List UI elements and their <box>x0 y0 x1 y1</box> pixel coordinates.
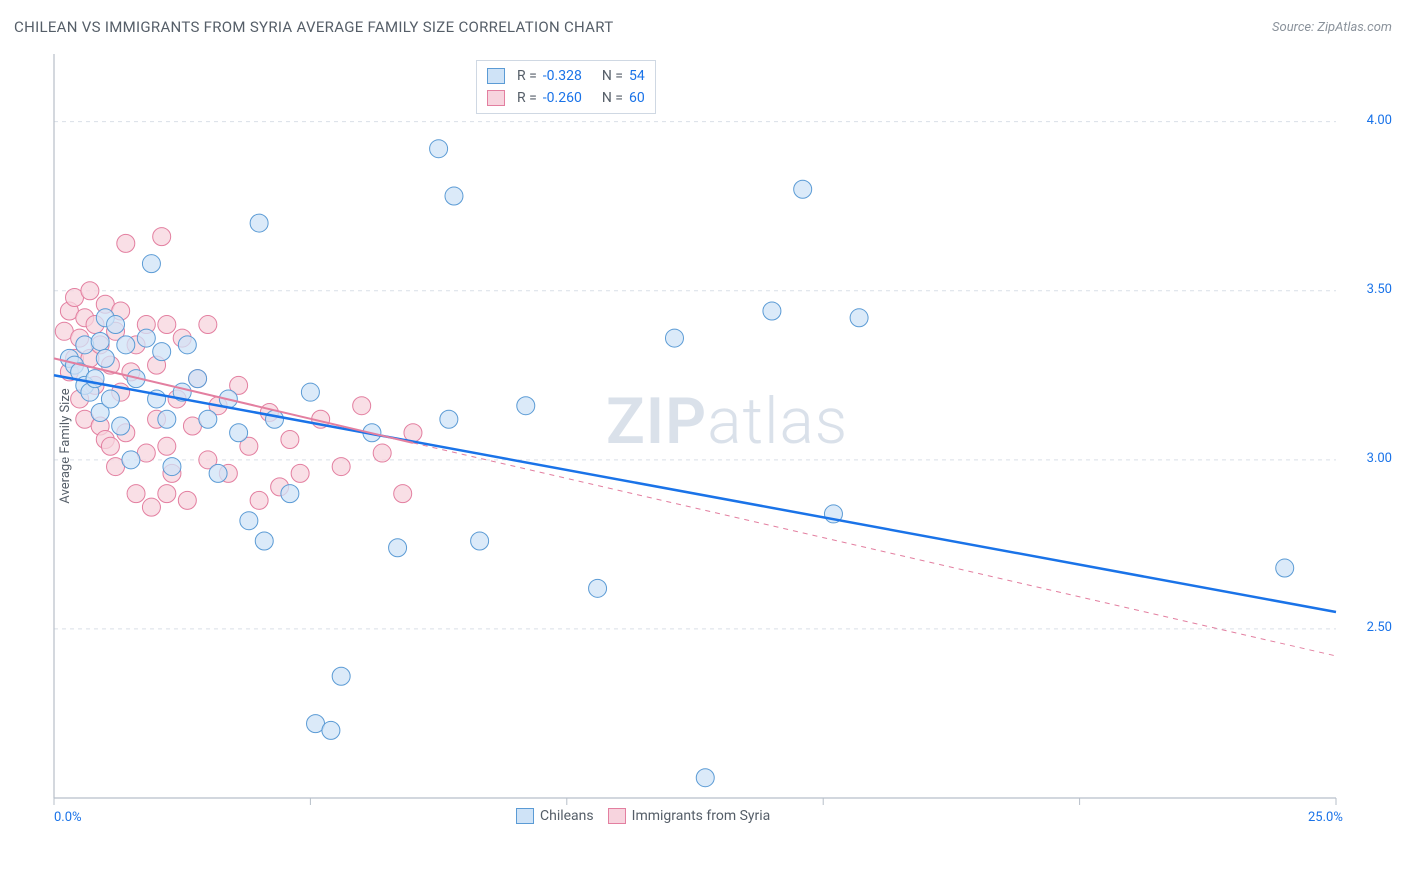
n-label: N = <box>602 65 623 87</box>
r-label: R = <box>517 87 537 109</box>
y-tick: 2.50 <box>1367 620 1392 635</box>
stats-row: R = -0.260 N = 60 <box>487 87 645 109</box>
y-tick: 4.00 <box>1367 113 1392 128</box>
legend-swatch <box>608 808 626 824</box>
title-row: CHILEAN VS IMMIGRANTS FROM SYRIA AVERAGE… <box>14 18 1392 36</box>
bottom-legend: Chileans Immigrants from Syria <box>516 808 770 824</box>
chart-container: CHILEAN VS IMMIGRANTS FROM SYRIA AVERAGE… <box>0 0 1406 892</box>
r-value: -0.260 <box>543 87 582 109</box>
n-label: N = <box>602 87 623 109</box>
legend-item: Chileans <box>516 808 594 824</box>
source-label: Source: ZipAtlas.com <box>1272 20 1392 35</box>
legend-label: Immigrants from Syria <box>632 808 771 824</box>
n-value: 54 <box>629 65 645 87</box>
legend-label: Chileans <box>540 808 594 824</box>
scatter-plot-svg <box>46 54 1376 836</box>
y-tick: 3.50 <box>1367 282 1392 297</box>
chart-title: CHILEAN VS IMMIGRANTS FROM SYRIA AVERAGE… <box>14 18 613 36</box>
n-value: 60 <box>629 87 645 109</box>
legend-item: Immigrants from Syria <box>608 808 771 824</box>
stats-row: R = -0.328 N = 54 <box>487 65 645 87</box>
plot-area: ZIPatlas R =-0.328N =54R =-0.260N =60 Ch… <box>46 54 1376 836</box>
x-tick: 0.0% <box>54 810 82 825</box>
x-tick: 25.0% <box>1308 810 1343 825</box>
stats-legend-box: R = -0.328 N = 54 R = -0.260 N = 60 <box>476 60 656 114</box>
r-label: R = <box>517 65 537 87</box>
r-value: -0.328 <box>543 65 582 87</box>
y-tick: 3.00 <box>1367 451 1392 466</box>
series-swatch <box>487 68 505 84</box>
legend-swatch <box>516 808 534 824</box>
series-swatch <box>487 90 505 106</box>
